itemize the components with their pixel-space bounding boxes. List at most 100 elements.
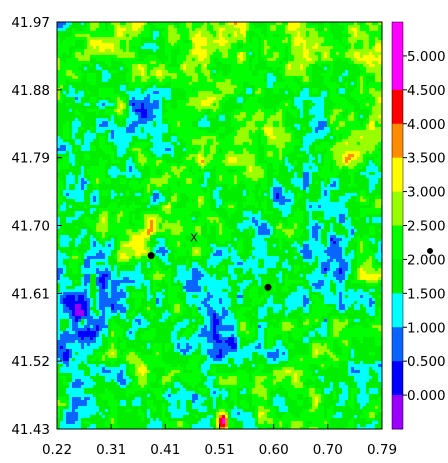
- contour-cell: [315, 148, 319, 152]
- contour-cell: [96, 28, 100, 32]
- contour-cell: [141, 79, 145, 83]
- contour-cell: [366, 136, 370, 140]
- contour-cell: [63, 28, 67, 32]
- contour-cell: [123, 73, 127, 77]
- contour-cell: [339, 103, 343, 107]
- contour-cell: [213, 43, 217, 47]
- contour-cell: [189, 157, 193, 161]
- contour-cell: [198, 55, 202, 59]
- contour-cell: [174, 157, 178, 161]
- contour-cell: [195, 97, 199, 101]
- contour-cell: [267, 139, 271, 143]
- contour-cell: [243, 67, 247, 71]
- contour-cell: [96, 118, 100, 122]
- contour-cell: [270, 133, 274, 137]
- contour-cell: [303, 49, 307, 53]
- contour-cell: [246, 127, 250, 131]
- contour-cell: [153, 88, 157, 92]
- contour-cell: [57, 73, 61, 77]
- contour-cell: [93, 37, 97, 41]
- contour-cell: [315, 61, 319, 65]
- contour-cell: [210, 124, 214, 128]
- contour-cell: [195, 136, 199, 140]
- contour-cell: [348, 40, 352, 44]
- contour-cell: [144, 61, 148, 65]
- contour-cell: [171, 55, 175, 59]
- contour-cell: [225, 130, 229, 134]
- contour-cell: [339, 64, 343, 68]
- contour-cell: [219, 106, 223, 110]
- contour-cell: [123, 121, 127, 125]
- contour-cell: [225, 139, 229, 143]
- contour-cell: [291, 91, 295, 95]
- contour-cell: [300, 64, 304, 68]
- contour-cell: [231, 136, 235, 140]
- contour-cell: [180, 100, 184, 104]
- contour-cell: [276, 154, 280, 158]
- contour-cell: [333, 88, 337, 92]
- contour-cell: [108, 28, 112, 32]
- contour-cell: [228, 34, 232, 38]
- contour-cell: [162, 139, 166, 143]
- contour-cell: [60, 55, 64, 59]
- contour-cell: [150, 55, 154, 59]
- contour-cell: [345, 67, 349, 71]
- contour-cell: [285, 139, 289, 143]
- contour-cell: [351, 37, 355, 41]
- contour-cell: [117, 76, 121, 80]
- contour-cell: [279, 67, 283, 71]
- contour-cell: [261, 127, 265, 131]
- contour-cell: [183, 79, 187, 83]
- contour-cell: [309, 70, 313, 74]
- contour-cell: [105, 25, 109, 29]
- contour-cell: [222, 136, 226, 140]
- contour-cell: [204, 127, 208, 131]
- contour-cell: [102, 46, 106, 50]
- contour-cell: [297, 64, 301, 68]
- contour-cell: [333, 34, 337, 38]
- contour-cell: [345, 148, 349, 152]
- contour-cell: [87, 88, 91, 92]
- contour-cell: [120, 94, 124, 98]
- contour-cell: [126, 133, 130, 137]
- contour-cell: [243, 55, 247, 59]
- contour-cell: [270, 37, 274, 41]
- contour-cell: [249, 130, 253, 134]
- contour-cell: [225, 37, 229, 41]
- contour-cell: [87, 97, 91, 101]
- contour-cell: [270, 82, 274, 86]
- contour-cell: [381, 91, 382, 95]
- contour-cell: [345, 49, 349, 53]
- contour-cell: [108, 25, 112, 29]
- contour-cell: [318, 109, 322, 113]
- contour-cell: [303, 52, 307, 56]
- contour-cell: [156, 73, 160, 77]
- contour-cell: [171, 148, 175, 152]
- contour-cell: [210, 49, 214, 53]
- contour-cell: [84, 22, 88, 26]
- contour-cell: [327, 94, 331, 98]
- contour-cell: [171, 139, 175, 143]
- contour-cell: [81, 34, 85, 38]
- contour-cell: [153, 142, 157, 146]
- contour-cell: [375, 118, 379, 122]
- contour-cell: [111, 115, 115, 119]
- contour-cell: [303, 70, 307, 74]
- contour-cell: [150, 61, 154, 65]
- contour-cell: [288, 31, 292, 35]
- contour-cell: [165, 100, 169, 104]
- contour-cell: [276, 28, 280, 32]
- contour-cell: [72, 22, 76, 26]
- contour-cell: [234, 106, 238, 110]
- contour-cell: [255, 151, 259, 155]
- contour-cell: [321, 61, 325, 65]
- contour-cell: [210, 136, 214, 140]
- contour-cell: [177, 112, 181, 116]
- contour-cell: [207, 28, 211, 32]
- contour-cell: [243, 64, 247, 68]
- contour-cell: [159, 55, 163, 59]
- contour-cell: [123, 61, 127, 65]
- contour-cell: [339, 61, 343, 65]
- contour-cell: [141, 28, 145, 32]
- contour-cell: [207, 91, 211, 95]
